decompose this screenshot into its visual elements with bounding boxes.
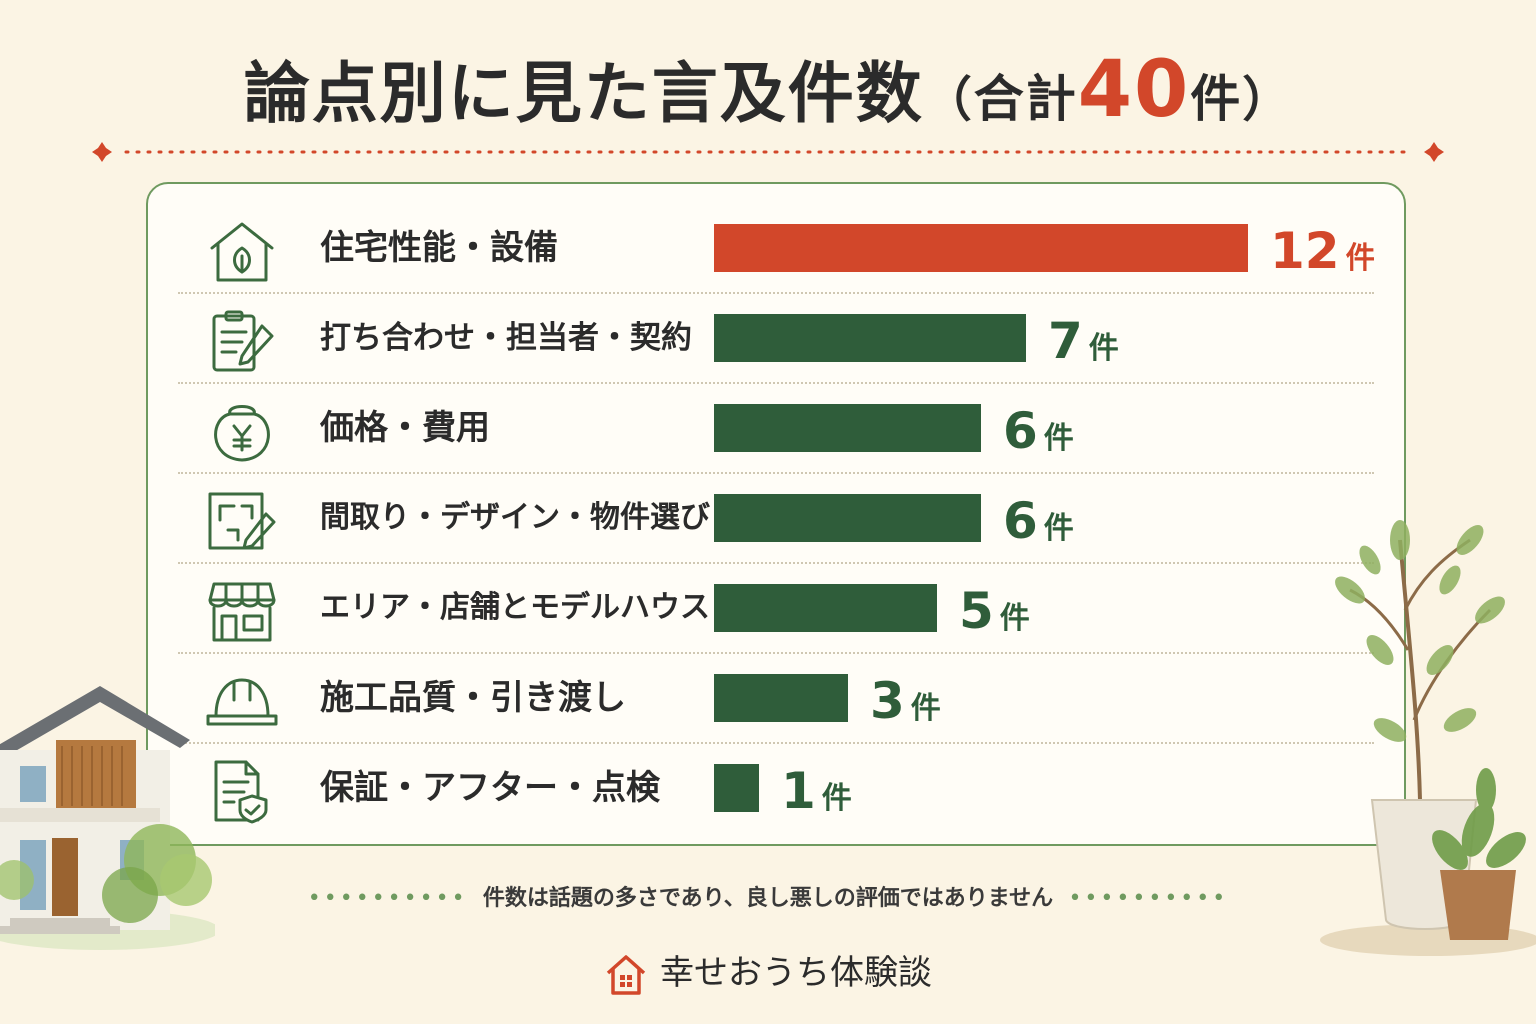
house-leaf-icon (210, 222, 274, 282)
bar (714, 314, 1026, 362)
potted-plant-illustration (1320, 520, 1536, 956)
document-shield-icon (214, 760, 268, 824)
house-illustration (0, 686, 215, 950)
category-label: 間取り・デザイン・物件選び (320, 500, 710, 535)
category-label: 価格・費用 (320, 408, 490, 448)
diamond-ornament-left (92, 142, 112, 162)
bar (714, 674, 848, 722)
clipboard-pen-icon (212, 310, 274, 372)
footnote: •••••••••• 件数は話題の多さであり、良し悪しの評価ではありません ••… (307, 886, 1229, 911)
footnote-text: 件数は話題の多さであり、良し悪しの評価ではありません (482, 886, 1054, 911)
bar (714, 584, 937, 632)
chart-row: 住宅性能・設備 12 件 (178, 204, 1374, 294)
yen-purse-icon (214, 405, 270, 462)
data-label: 12 件 (1270, 222, 1374, 280)
bar (714, 224, 1248, 272)
title-unit: 件 (1190, 70, 1243, 128)
brand-name: 幸せおうち体験談 (660, 953, 932, 993)
bar (714, 494, 981, 542)
page-title: 論点別に見た言及件数（合計40件） (0, 40, 1536, 136)
house-icon (606, 954, 646, 995)
title-sub: 合計 (973, 70, 1078, 128)
title-main: 論点別に見た言及件数 (243, 55, 924, 132)
title-paren-close: ） (1242, 72, 1293, 128)
floorplan-pen-icon (208, 492, 276, 550)
storefront-icon (208, 582, 276, 642)
category-label: 施工品質・引き渡し (320, 678, 626, 718)
category-label: 打ち合わせ・担当者・契約 (320, 320, 692, 356)
category-label: 保証・アフター・点検 (320, 768, 660, 808)
title-total: 40 (1077, 45, 1191, 135)
title-paren-open: （ (923, 72, 974, 128)
bar (714, 404, 981, 452)
diamond-ornament-right (1424, 142, 1444, 162)
brand: 幸せおうち体験談 (0, 945, 1536, 997)
bar-plot: 12 件 (714, 222, 1374, 280)
category-label: エリア・店舗とモデルハウス (320, 590, 710, 625)
category-label: 住宅性能・設備 (320, 228, 558, 268)
title-divider (92, 142, 1444, 162)
bar (714, 764, 759, 812)
hardhat-icon (206, 678, 278, 726)
